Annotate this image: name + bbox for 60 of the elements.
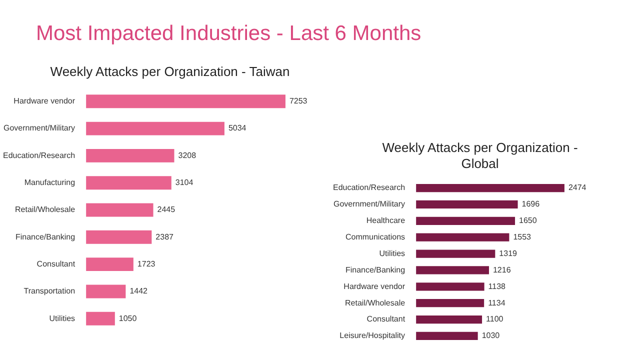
bar	[86, 312, 115, 326]
bar	[86, 203, 154, 217]
y-tick-label: Government/Military	[333, 200, 406, 209]
y-tick-label: Hardware vendor	[344, 282, 406, 291]
bar	[416, 332, 478, 340]
bar	[416, 315, 482, 324]
bar	[416, 250, 496, 258]
y-tick-label: Manufacturing	[24, 178, 76, 188]
chart-subtitle: Weekly Attacks per Organization - Global	[381, 140, 579, 172]
data-label: 2474	[568, 183, 587, 192]
data-label: 1030	[482, 331, 500, 340]
data-label: 1696	[522, 200, 540, 209]
y-tick-label: Education/Research	[2, 150, 76, 160]
bar	[86, 230, 152, 244]
bar	[86, 284, 126, 298]
data-label: 7253	[289, 96, 308, 106]
y-tick-label: Government/Military	[3, 124, 76, 133]
data-label: 3104	[175, 178, 194, 188]
bar	[86, 148, 174, 162]
y-tick-label: Finance/Banking	[15, 232, 76, 242]
y-tick-label: Utilities	[379, 248, 406, 258]
y-tick-label: Healthcare	[366, 216, 406, 226]
data-label: 1050	[118, 314, 138, 323]
y-tick-label: Consultant	[36, 260, 76, 269]
chart-subtitle: Weekly Attacks per Organization - Taiwan	[49, 64, 291, 80]
bar	[416, 216, 516, 225]
data-label: 1138	[488, 282, 506, 291]
data-label: 1100	[486, 314, 504, 324]
y-tick-label: Finance/Banking	[345, 265, 406, 274]
bar	[86, 258, 134, 272]
y-tick-label: Transportation	[24, 286, 76, 296]
data-label: 1723	[137, 260, 156, 269]
bar	[416, 266, 489, 274]
y-tick-label: Retail/Wholesale	[345, 298, 406, 308]
y-tick-label: Communications	[345, 232, 406, 242]
chart-title: Most Impacted Industries - Last 6 Months	[36, 22, 422, 46]
data-label: 2445	[157, 205, 176, 214]
y-tick-label: Utilities	[49, 314, 76, 323]
data-label: 1319	[499, 248, 518, 258]
data-label: 1553	[513, 232, 532, 242]
data-label: 3208	[178, 150, 197, 160]
bar	[416, 200, 518, 209]
bar	[86, 122, 224, 136]
data-label: 1134	[488, 298, 506, 308]
bar	[86, 176, 172, 190]
y-tick-label: Leisure/Hospitality	[340, 331, 406, 340]
bar	[416, 282, 484, 291]
data-label: 5034	[228, 124, 247, 133]
bar	[416, 184, 564, 192]
bar	[416, 299, 484, 308]
data-label: 1216	[492, 265, 512, 274]
bar	[416, 233, 510, 242]
data-label: 1442	[130, 286, 148, 296]
data-label: 1650	[519, 216, 538, 226]
data-label: 2387	[156, 232, 174, 242]
y-tick-label: Consultant	[366, 314, 406, 324]
bar	[86, 94, 286, 108]
y-tick-label: Retail/Wholesale	[15, 205, 76, 214]
y-tick-label: Education/Research	[332, 183, 406, 192]
y-tick-label: Hardware vendor	[14, 96, 76, 106]
